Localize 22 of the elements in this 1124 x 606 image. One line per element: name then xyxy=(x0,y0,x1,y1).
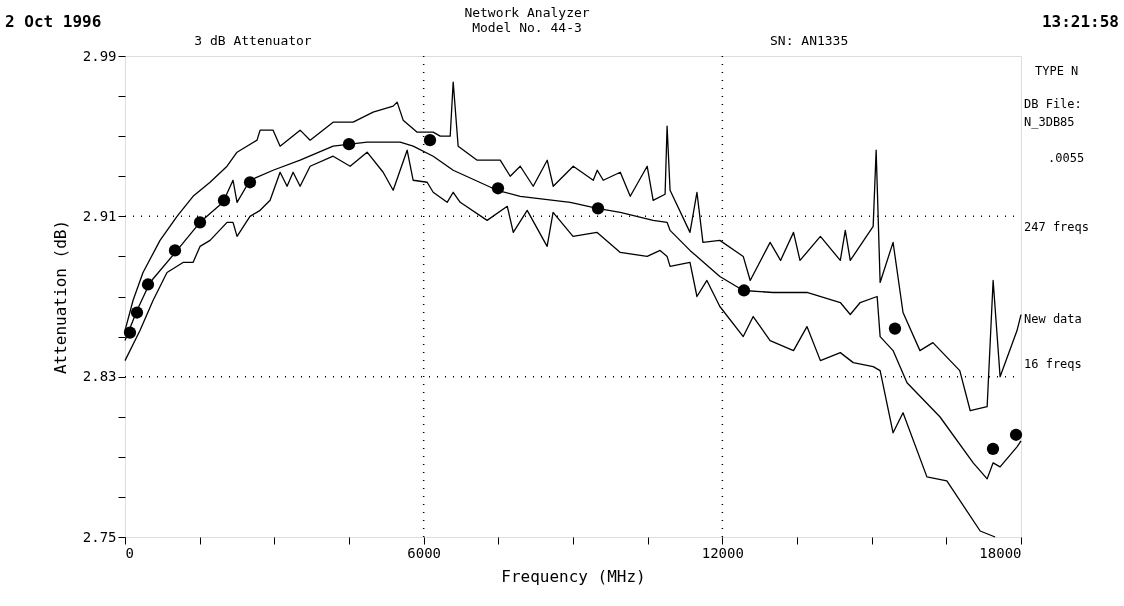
text: 3 dB Attenuator xyxy=(194,33,312,48)
x-tick-label: 12000 xyxy=(701,544,744,561)
y-axis-title: Attenuation (dB) xyxy=(50,219,70,375)
x-axis-title: Frequency (MHz) xyxy=(501,566,646,586)
chart-title: Network Analyzer xyxy=(464,5,590,20)
y-tick-label: 2.91 xyxy=(82,207,117,224)
text: .0055 xyxy=(1048,151,1085,165)
text: 247 freqs xyxy=(1024,220,1090,234)
x-tick-label: 6000 xyxy=(407,544,442,561)
y-tick-label: 2.75 xyxy=(82,528,117,545)
text: 16 freqs xyxy=(1024,357,1082,371)
text: DB File: N_3DB85 xyxy=(1024,97,1082,129)
y-tick-label: 2.83 xyxy=(82,368,117,385)
text: 13:21:58 xyxy=(1041,12,1119,31)
chart-subtitle: Model No. 44-3 xyxy=(472,20,582,35)
text: TYPE N xyxy=(1035,64,1079,78)
x-tick-label: 18000 xyxy=(979,544,1022,561)
text: SN: AN1335 xyxy=(770,33,849,48)
x-tick-label: 0 xyxy=(125,544,134,561)
text: New data xyxy=(1024,312,1082,326)
text: 2 Oct 1996 xyxy=(5,12,102,31)
y-tick-label: 2.99 xyxy=(82,47,117,64)
